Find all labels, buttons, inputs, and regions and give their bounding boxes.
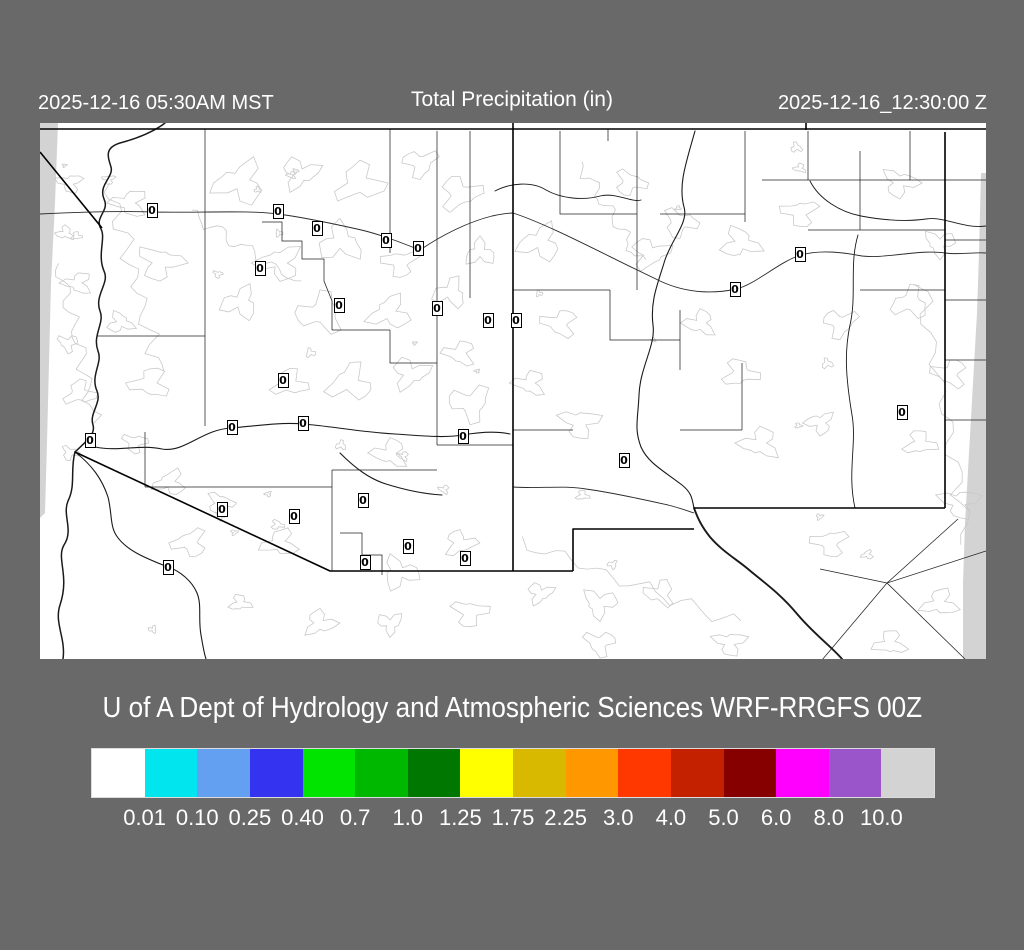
- station-value: 0: [431, 300, 443, 316]
- colorbar-segment: [723, 749, 777, 797]
- colorbar-segment: [407, 749, 461, 797]
- colorbar-tick-label: 1.75: [491, 805, 535, 830]
- station-value: 0: [459, 550, 471, 566]
- station-value: 0: [297, 415, 309, 431]
- caption: U of A Dept of Hydrology and Atmospheric…: [0, 692, 1024, 725]
- station-value: 0: [226, 419, 238, 435]
- colorbar-tick-label: 0.10: [175, 805, 219, 830]
- colorbar-segment: [92, 749, 145, 797]
- station-value: 0: [482, 312, 494, 328]
- terrain-contours: [53, 141, 984, 659]
- station-value: 0: [729, 281, 741, 297]
- station-value: 0: [277, 372, 289, 388]
- station-value: 0: [457, 428, 469, 444]
- colorbar-tick-label: 10.0: [859, 805, 903, 830]
- station-value: 0: [84, 432, 96, 448]
- san-juan-river: [494, 183, 642, 201]
- colorbar-tick-label: 4.0: [655, 805, 687, 830]
- colorado-river: [74, 123, 166, 453]
- colorbar-segment: [618, 749, 671, 797]
- colorbar-segment: [565, 749, 619, 797]
- basemap-svg: [40, 123, 986, 659]
- state-boundaries: [40, 123, 986, 572]
- colorbar-segment: [828, 749, 882, 797]
- station-value: 0: [618, 452, 630, 468]
- border-mexico: [74, 451, 694, 572]
- colorbar-tick-label: 1.0: [392, 805, 424, 830]
- colorbar-segment: [776, 749, 829, 797]
- station-value: 0: [311, 220, 323, 236]
- border-four-corners: [512, 123, 807, 130]
- valid-time-local: 2025-12-16 05:30AM MST: [38, 92, 274, 114]
- colorbar-segment: [881, 749, 934, 797]
- canadian-river: [809, 180, 986, 227]
- station-value: 0: [357, 492, 369, 508]
- highway-i10-nm: [512, 486, 695, 514]
- station-value: 0: [510, 312, 522, 328]
- station-value: 0: [288, 508, 300, 524]
- colorbar-segment: [670, 749, 724, 797]
- station-value: 0: [254, 260, 266, 276]
- colorbar-tick-label: 8.0: [813, 805, 845, 830]
- colorbar-tick-label: 5.0: [708, 805, 739, 830]
- colorado-delta: [57, 451, 76, 659]
- station-value: 0: [794, 246, 806, 262]
- county-boundaries: [97, 129, 986, 659]
- colorbar-segment: [460, 749, 513, 797]
- colorbar-tick-label: 0.40: [281, 805, 324, 830]
- colorbar-tick-label: 0.01: [123, 805, 167, 830]
- colorbar-segment: [249, 749, 303, 797]
- colorbar-tick-label: 0.7: [339, 805, 371, 830]
- domain-edge-right: [963, 173, 986, 659]
- colorbar-segment: [513, 749, 566, 797]
- station-value: 0: [333, 297, 345, 313]
- colorbar: [91, 748, 935, 798]
- colorbar-tick-label: 2.25: [544, 805, 588, 830]
- highway-i40-nm: [512, 212, 986, 293]
- rio-grande: [636, 130, 696, 509]
- colorbar-tick-label: 0.25: [228, 805, 272, 830]
- colorbar-segment: [302, 749, 356, 797]
- station-value: 0: [412, 240, 424, 256]
- colorbar-segment: [197, 749, 250, 797]
- colorbar-tick-label: 3.0: [602, 805, 634, 830]
- colorbar-segment: [355, 749, 408, 797]
- station-value: 0: [146, 202, 158, 218]
- valid-time-utc: 2025-12-16_12:30:00 Z: [777, 92, 987, 114]
- station-value: 0: [359, 554, 371, 570]
- colorbar-tick-label: 1.25: [438, 805, 482, 830]
- border-nv-ca: [40, 151, 103, 229]
- colorbar-segment: [144, 749, 198, 797]
- station-value: 0: [272, 203, 284, 219]
- pecos-river: [845, 234, 859, 509]
- station-value: 0: [216, 501, 228, 517]
- domain-edge-left: [40, 123, 58, 518]
- caption-text: U of A Dept of Hydrology and Atmospheric…: [102, 692, 922, 724]
- rio-grande-border: [693, 507, 843, 659]
- station-value: 0: [896, 404, 908, 420]
- salt-river: [339, 452, 443, 496]
- page-title: Total Precipitation (in): [411, 88, 613, 111]
- colorbar-tick-label: 6.0: [760, 805, 792, 830]
- station-value: 0: [380, 232, 392, 248]
- station-value: 0: [402, 538, 414, 554]
- border-nm-tx: [694, 132, 946, 509]
- station-value: 0: [162, 559, 174, 575]
